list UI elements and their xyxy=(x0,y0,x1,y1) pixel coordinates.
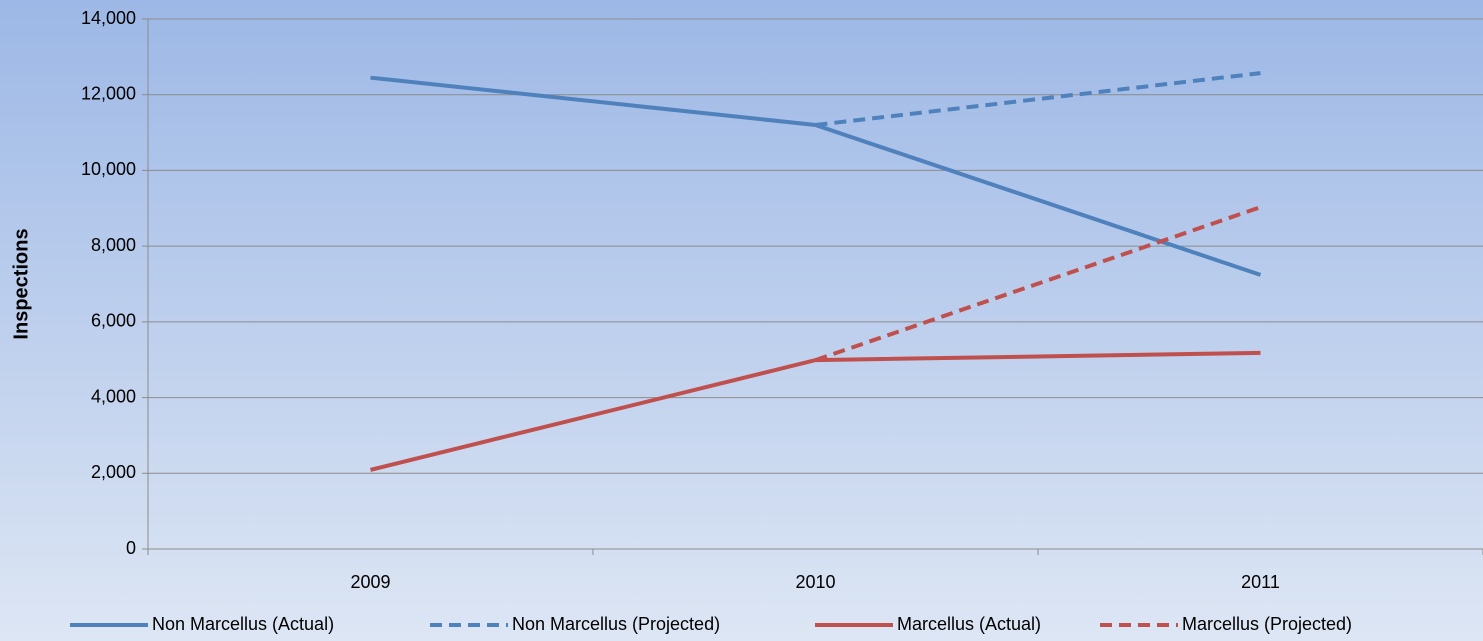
y-tick-label: 10,000 xyxy=(81,159,136,179)
legend-label: Marcellus (Projected) xyxy=(1182,614,1352,634)
legend-label: Non Marcellus (Actual) xyxy=(152,614,334,634)
x-tick-label: 2010 xyxy=(795,572,835,592)
x-tick-label: 2009 xyxy=(350,572,390,592)
series-line xyxy=(814,205,1262,362)
y-axis-label: Inspections xyxy=(10,228,32,339)
y-tick-label: 6,000 xyxy=(91,311,136,331)
x-tick-label: 2011 xyxy=(1241,572,1280,592)
series-line xyxy=(370,350,1261,472)
legend-label: Non Marcellus (Projected) xyxy=(512,614,720,634)
legend-label: Marcellus (Actual) xyxy=(897,614,1041,634)
y-tick-label: 12,000 xyxy=(81,83,136,103)
y-tick-label: 0 xyxy=(126,538,136,558)
y-tick-label: 8,000 xyxy=(91,235,136,255)
y-tick-label: 2,000 xyxy=(91,462,136,482)
y-tick-label: 14,000 xyxy=(81,8,136,28)
y-tick-label: 4,000 xyxy=(91,386,136,406)
